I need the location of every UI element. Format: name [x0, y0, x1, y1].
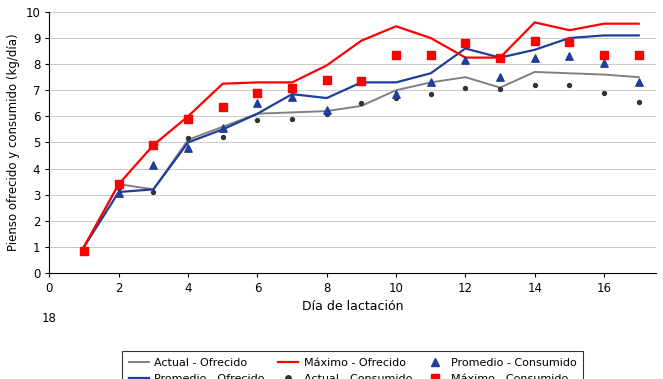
Point: [217, 134, 228, 140]
Point: [217, 125, 228, 131]
Point: [79, 247, 90, 254]
Point: [391, 95, 401, 101]
Point: [183, 145, 194, 151]
Point: [322, 77, 332, 83]
X-axis label: Día de lactación: Día de lactación: [302, 301, 404, 313]
Point: [599, 90, 609, 96]
Point: [148, 161, 158, 168]
Point: [79, 247, 90, 254]
Point: [564, 39, 575, 45]
Point: [322, 107, 332, 113]
Point: [495, 86, 505, 92]
Text: 18: 18: [42, 312, 57, 325]
Point: [287, 94, 298, 100]
Point: [391, 91, 401, 97]
Point: [530, 55, 540, 61]
Point: [217, 104, 228, 110]
Point: [322, 111, 332, 117]
Point: [252, 90, 263, 96]
Point: [599, 52, 609, 58]
Point: [148, 142, 158, 148]
Point: [113, 190, 124, 196]
Y-axis label: Pienso ofrecido y consumido (kg/día): Pienso ofrecido y consumido (kg/día): [7, 34, 20, 251]
Point: [460, 40, 471, 46]
Legend: Actual - Ofrecido, Promedio - Ofrecido, Máximo - Ofrecido, Actual - Consumido, P: Actual - Ofrecido, Promedio - Ofrecido, …: [122, 351, 583, 379]
Point: [460, 85, 471, 91]
Point: [633, 99, 644, 105]
Point: [113, 185, 124, 191]
Point: [530, 38, 540, 44]
Point: [633, 79, 644, 85]
Point: [426, 52, 436, 58]
Point: [252, 117, 263, 123]
Point: [113, 181, 124, 187]
Point: [148, 189, 158, 195]
Point: [356, 100, 367, 106]
Point: [495, 74, 505, 80]
Point: [183, 116, 194, 122]
Point: [564, 82, 575, 88]
Point: [530, 82, 540, 88]
Point: [287, 116, 298, 122]
Point: [426, 79, 436, 85]
Point: [599, 60, 609, 66]
Point: [460, 57, 471, 63]
Point: [564, 53, 575, 60]
Point: [356, 78, 367, 84]
Point: [426, 91, 436, 97]
Point: [183, 135, 194, 141]
Point: [356, 78, 367, 84]
Point: [287, 85, 298, 91]
Point: [391, 52, 401, 58]
Point: [633, 52, 644, 58]
Point: [252, 100, 263, 106]
Point: [495, 55, 505, 61]
